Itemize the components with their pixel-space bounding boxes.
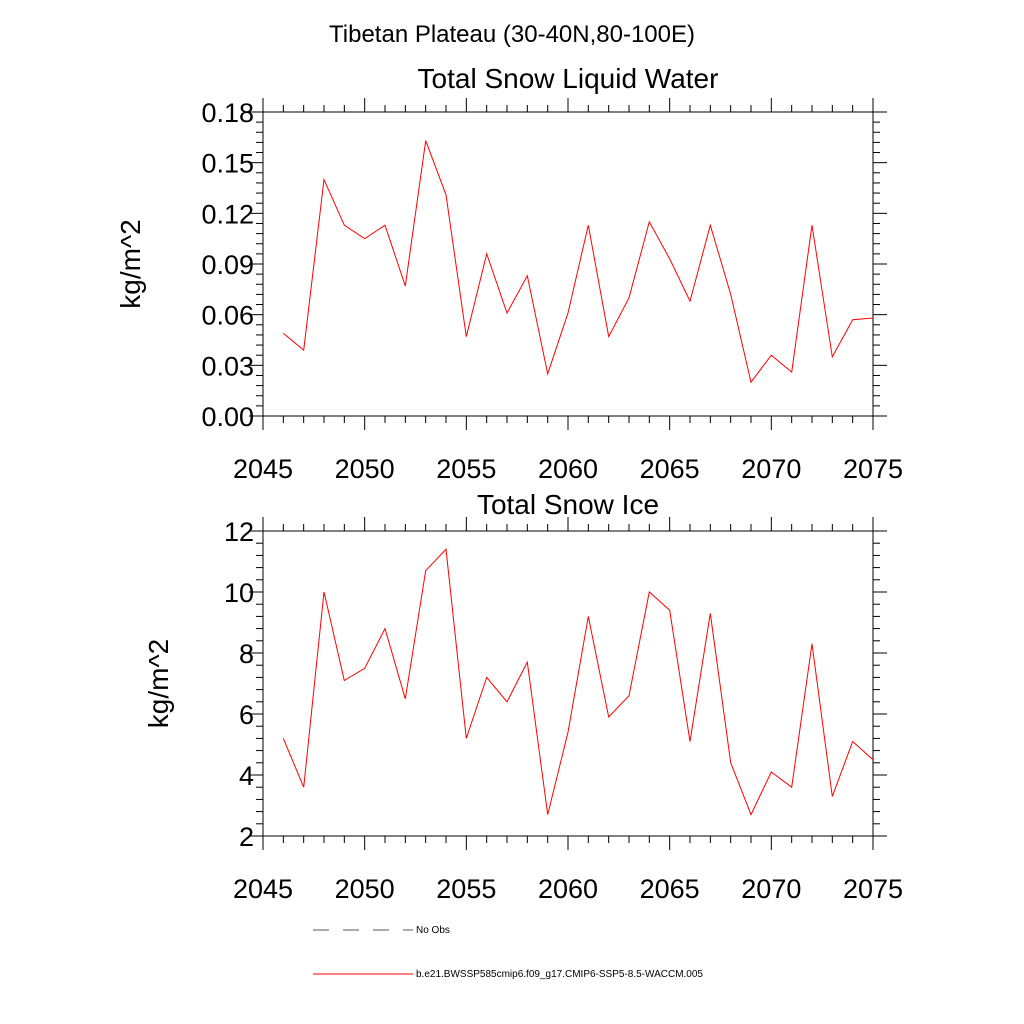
figure-title: Tibetan Plateau (30-40N,80-100E) [329, 21, 695, 48]
legend: No Obs b.e21.BWSSP585cmip6.f09_g17.CMIP6… [313, 925, 703, 980]
x-tick-label: 2050 [335, 454, 395, 484]
panel-title: Total Snow Ice [477, 489, 659, 520]
y-axis-label: kg/m^2 [143, 639, 174, 728]
plot-frame [262, 530, 874, 837]
y-tick-label: 10 [224, 578, 254, 608]
chart-panel-snow-ice: Total Snow Ice kg/m^2 2045 2050 2055 2060 2065… [143, 489, 903, 904]
x-tick-label: 2065 [640, 874, 700, 904]
x-tick-label: 2060 [538, 874, 598, 904]
y-tick-label: 4 [239, 761, 254, 791]
y-tick-label: 0.15 [201, 149, 254, 179]
x-tick-label: 2060 [538, 454, 598, 484]
x-tick-label: 2055 [436, 454, 496, 484]
x-tick-label: 2055 [436, 874, 496, 904]
y-axis-label: kg/m^2 [115, 219, 146, 308]
chart-panel-snow-liquid-water: Total Snow Liquid Water kg/m^2 2045 2050 205… [115, 63, 903, 484]
x-tick-label: 2045 [233, 874, 293, 904]
y-tick-label: 8 [239, 639, 254, 669]
x-tick-label: 2045 [233, 454, 293, 484]
y-tick-label: 0.03 [201, 351, 254, 381]
plot-frame [262, 111, 874, 417]
y-tick-label: 0.09 [201, 250, 254, 280]
x-tick-label: 2070 [741, 454, 801, 484]
x-tick-label: 2050 [335, 874, 395, 904]
y-tick-label: 0.06 [201, 301, 254, 331]
legend-no-obs-label: No Obs [416, 925, 450, 936]
panel-title: Total Snow Liquid Water [418, 63, 719, 94]
y-tick-label: 0.00 [201, 402, 254, 432]
y-tick-label: 12 [224, 517, 254, 547]
y-tick-label: 2 [239, 822, 254, 852]
y-tick-label: 6 [239, 700, 254, 730]
legend-series-label: b.e21.BWSSP585cmip6.f09_g17.CMIP6-SSP5-8… [416, 969, 703, 980]
series-line-0 [282, 140, 874, 384]
y-tick-label: 0.12 [201, 199, 254, 229]
x-tick-label: 2070 [741, 874, 801, 904]
x-tick-label: 2075 [843, 454, 903, 484]
y-tick-label: 0.18 [201, 98, 254, 128]
x-tick-label: 2075 [843, 874, 903, 904]
x-tick-label: 2065 [640, 454, 700, 484]
series-line-0 [282, 548, 874, 816]
